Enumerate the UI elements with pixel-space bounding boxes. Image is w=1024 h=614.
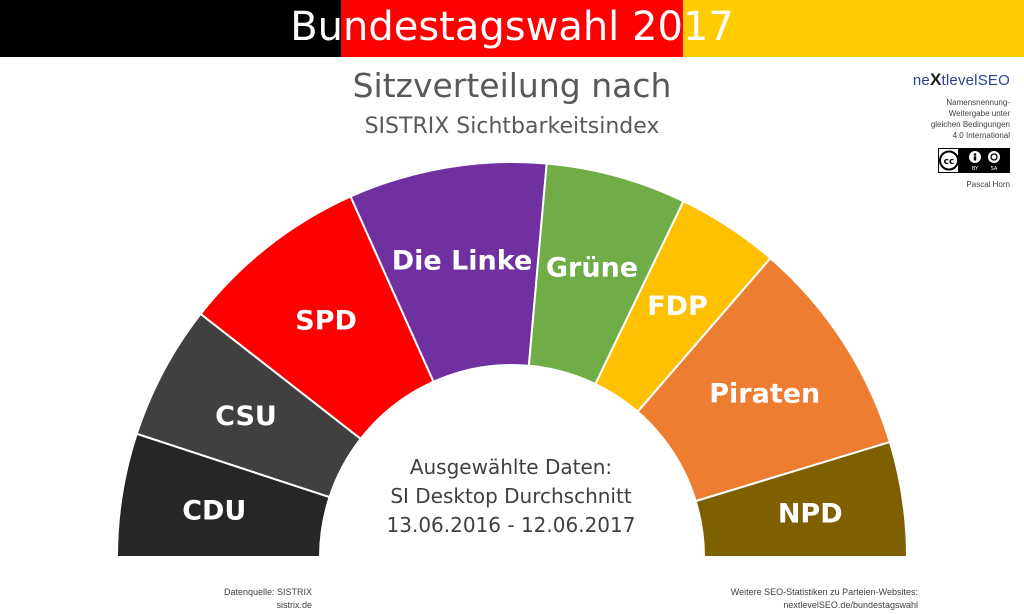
- chart-subtitle: SISTRIX Sichtbarkeitsindex: [364, 114, 660, 139]
- cc-by-sa-badge[interactable]: cc BY SA: [938, 148, 1010, 173]
- sa-arrow-icon: [990, 153, 998, 161]
- cc-by-label: BY: [972, 166, 979, 172]
- center-caption-line2: SI Desktop Durchschnitt: [390, 484, 632, 508]
- slice-label-gruene: Grüne: [546, 252, 638, 283]
- stats-link[interactable]: nextlevelSEO.de/bundestagswahl: [783, 600, 918, 610]
- flag-stripe-gold: [682, 0, 1024, 57]
- by-person-body-icon: [973, 156, 977, 161]
- source-link[interactable]: sistrix.de: [276, 600, 312, 610]
- cc-icon: [939, 150, 959, 171]
- center-caption-line1: Ausgewählte Daten:: [409, 455, 613, 479]
- stats-line: Weitere SEO-Statistiken zu Parteien-Webs…: [730, 587, 918, 597]
- slice-label-spd: SPD: [295, 306, 357, 337]
- chart-title: Sitzverteilung nach: [352, 66, 672, 105]
- license-line: gleichen Bedingungen: [930, 120, 1010, 129]
- brand-logo[interactable]: neXtlevelSEO: [913, 70, 1010, 90]
- license-line: 4.0 International: [952, 131, 1010, 140]
- cc-symbol: cc: [944, 157, 955, 167]
- logo-prefix: ne: [912, 72, 930, 89]
- slice-npd: [694, 440, 909, 558]
- slice-label-die-linke: Die Linke: [392, 246, 533, 277]
- slice-label-csu: CSU: [215, 401, 277, 432]
- slice-label-cdu: CDU: [182, 495, 246, 526]
- by-person-head-icon: [973, 153, 977, 156]
- banner-title: Bundestagswahl 2017: [290, 4, 734, 50]
- cc-sa-label: SA: [991, 166, 998, 172]
- flag-stripe-red: [341, 0, 683, 57]
- license-line: Weitergabe unter: [948, 109, 1010, 118]
- logo-suffix: tlevelSEO: [941, 72, 1010, 89]
- slice-label-piraten: Piraten: [709, 379, 820, 410]
- flag-stripe-black: [0, 0, 342, 57]
- author-name: Pascal Horn: [966, 180, 1010, 189]
- slice-label-npd: NPD: [778, 499, 843, 530]
- source-line: Datenquelle: SISTRIX: [223, 587, 312, 597]
- logo-x: X: [929, 70, 942, 89]
- license-text: Namensnennung- Weitergabe unter gleichen…: [900, 97, 1010, 141]
- flag-banner: [0, 0, 1024, 57]
- further-stats: Weitere SEO-Statistiken zu Parteien-Webs…: [658, 586, 918, 612]
- brand-logo-text: neXtlevelSEO: [912, 70, 1010, 89]
- data-source: Datenquelle: SISTRIX sistrix.de: [150, 586, 312, 612]
- center-caption-line3: 13.06.2016 - 12.06.2017: [386, 513, 636, 537]
- slice-label-fdp: FDP: [647, 291, 708, 322]
- cc-badge-dark-band: [958, 149, 1009, 172]
- sa-share-alike-icon: [988, 151, 1000, 163]
- license-line: Namensnennung-: [946, 98, 1010, 107]
